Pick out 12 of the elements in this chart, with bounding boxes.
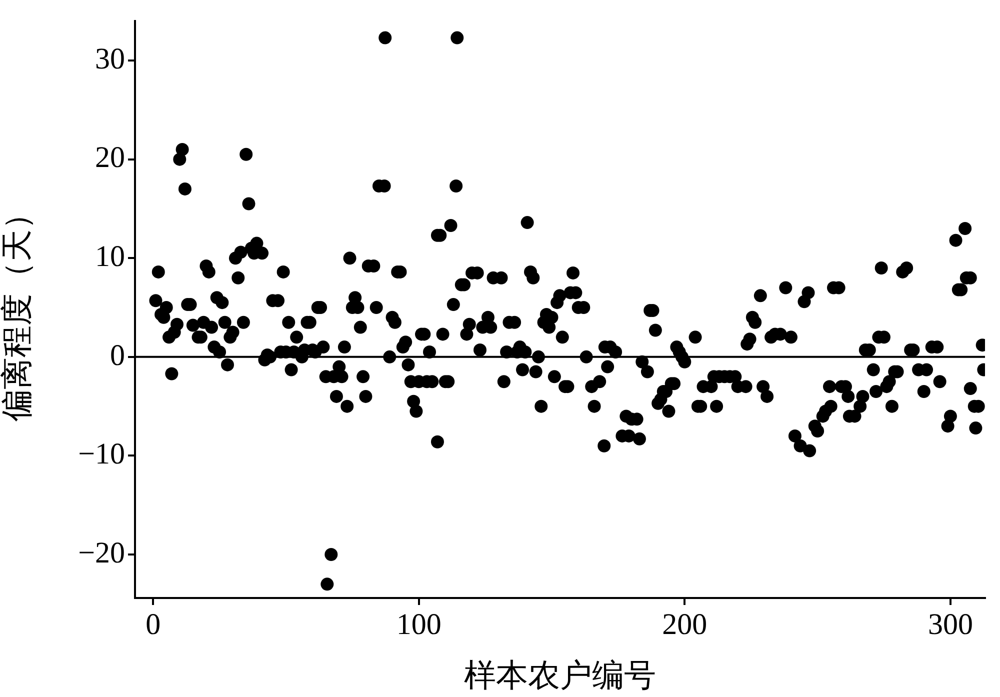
x-tick-label: 100	[396, 608, 442, 641]
y-tick-label: 0	[110, 338, 125, 372]
y-tick-label: 30	[95, 42, 125, 76]
x-tick-label: 200	[662, 608, 708, 641]
x-tick-label: 0	[146, 608, 161, 641]
y-tick-label: −20	[78, 536, 125, 570]
x-tick-label: 300	[928, 608, 973, 641]
y-axis-title: 偏离程度（天）	[0, 198, 35, 422]
y-tick-label: 10	[95, 240, 125, 273]
y-tick-label: −10	[78, 438, 125, 471]
x-axis-title: 样本农户编号	[464, 657, 656, 694]
y-tick-label: 20	[95, 141, 125, 174]
